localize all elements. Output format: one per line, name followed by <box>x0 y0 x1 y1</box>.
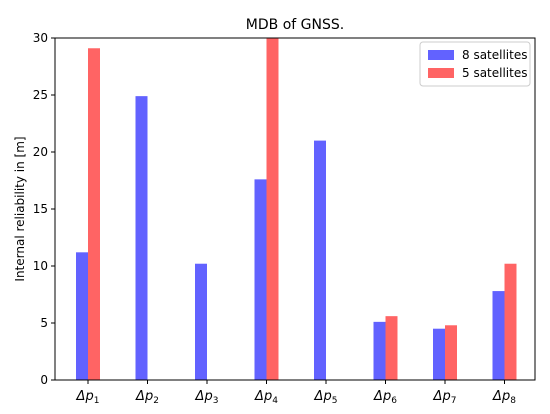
bar-series-2-cat-6 <box>385 316 398 380</box>
chart-title: MDB of GNSS. <box>246 17 344 33</box>
x-tick-label-subscript: 8 <box>510 396 516 406</box>
x-tick-label-base: Δp <box>492 389 510 404</box>
x-tick-label: Δp2 <box>135 389 159 406</box>
y-tick-label: 15 <box>33 202 48 216</box>
y-tick-label: 10 <box>33 259 48 273</box>
x-tick-label: Δp8 <box>492 389 516 406</box>
bar-series-1-cat-5 <box>314 140 326 380</box>
bars-group <box>76 38 517 380</box>
bar-series-1-cat-6 <box>373 321 386 380</box>
y-tick-label: 30 <box>33 31 48 45</box>
x-tick-label: Δp7 <box>433 389 457 406</box>
plot-area-frame <box>54 37 536 381</box>
bar-series-1-cat-8 <box>492 291 505 380</box>
x-tick-label-base: Δp <box>135 389 153 404</box>
bar-series-2-cat-1 <box>88 48 100 380</box>
bar-series-1-cat-2 <box>135 96 148 380</box>
x-tick-label: Δp6 <box>373 389 397 406</box>
x-tick-label-subscript: 1 <box>94 396 100 406</box>
bar-series-1-cat-1 <box>76 252 88 380</box>
x-tick-label: Δp5 <box>314 389 338 406</box>
x-tick-label-base: Δp <box>76 389 94 404</box>
x-tick-label-subscript: 5 <box>332 396 338 406</box>
x-tick-label: Δp3 <box>195 389 219 406</box>
y-axis-title: Internal reliability in [m] <box>13 136 27 281</box>
x-tick-label: Δp1 <box>76 389 100 406</box>
x-tick-label-subscript: 6 <box>391 396 397 406</box>
y-tick-label: 0 <box>40 373 48 387</box>
x-axis: Δp1 Δp2 Δp3 Δp4 Δp5 Δp6 Δp7 Δp8 <box>76 380 516 406</box>
legend: 8 satellites 5 satellites <box>419 41 531 87</box>
y-tick-label: 20 <box>33 145 48 159</box>
x-tick-label-subscript: 7 <box>451 396 457 406</box>
legend-swatch <box>428 50 454 60</box>
legend-swatch <box>428 68 454 78</box>
bar-series-1-cat-3 <box>195 263 207 380</box>
x-tick-label-base: Δp <box>195 389 213 404</box>
x-tick-label-base: Δp <box>254 389 272 404</box>
y-axis: 0 5 10 15 20 25 30 <box>33 31 55 387</box>
x-tick-label: Δp4 <box>254 389 278 406</box>
x-tick-label-subscript: 3 <box>213 396 219 406</box>
x-tick-label-subscript: 2 <box>153 396 159 406</box>
x-tick-label-base: Δp <box>373 389 391 404</box>
bar-series-2-cat-7 <box>445 325 457 380</box>
y-tick-label: 25 <box>33 88 48 102</box>
bar-series-2-cat-8 <box>504 263 517 380</box>
x-tick-label-subscript: 4 <box>272 396 278 406</box>
legend-label: 5 satellites <box>462 66 527 80</box>
bar-series-2-cat-4 <box>266 38 279 380</box>
bar-series-1-cat-7 <box>433 328 445 380</box>
y-tick-label: 5 <box>40 316 48 330</box>
legend-label: 8 satellites <box>462 48 527 62</box>
x-tick-label-base: Δp <box>314 389 332 404</box>
bar-series-1-cat-4 <box>254 179 267 380</box>
x-tick-label-base: Δp <box>433 389 451 404</box>
